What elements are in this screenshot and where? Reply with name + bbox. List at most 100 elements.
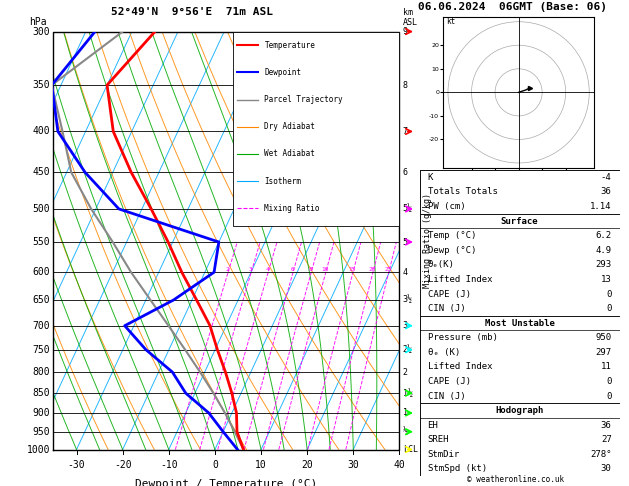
Text: 9: 9 [403,27,408,36]
Text: Parcel Trajectory: Parcel Trajectory [265,95,343,104]
Text: Lifted Index: Lifted Index [428,363,492,371]
Text: 8: 8 [309,267,313,272]
Text: 293: 293 [596,260,611,269]
Text: 950: 950 [596,333,611,342]
Text: StmSpd (kt): StmSpd (kt) [428,465,487,473]
Text: Pressure (mb): Pressure (mb) [428,333,498,342]
Text: 600: 600 [32,267,50,277]
Text: 4: 4 [266,267,270,272]
Text: Isotherm: Isotherm [265,176,301,186]
Text: -4: -4 [601,173,611,182]
Text: 10: 10 [255,460,267,470]
Text: 400: 400 [32,126,50,137]
Text: -20: -20 [114,460,131,470]
Text: Dewp (°C): Dewp (°C) [428,246,476,255]
Bar [420,403,620,476]
Text: 0: 0 [606,392,611,400]
Text: 2: 2 [226,267,230,272]
Bar [233,32,399,226]
Text: km
ASL: km ASL [403,8,418,27]
Text: 0: 0 [606,377,611,386]
Text: 8: 8 [403,81,408,89]
Text: 15: 15 [348,267,356,272]
Text: 06.06.2024  06GMT (Base: 06): 06.06.2024 06GMT (Base: 06) [418,2,607,12]
Text: 3: 3 [249,267,252,272]
Text: Hodograph: Hodograph [496,406,543,415]
Text: 700: 700 [32,321,50,331]
Text: 6: 6 [291,267,294,272]
Text: 800: 800 [32,367,50,377]
Text: Temp (°C): Temp (°C) [428,231,476,240]
Text: 750: 750 [32,345,50,355]
Text: CAPE (J): CAPE (J) [428,290,470,298]
Text: StmDir: StmDir [428,450,460,459]
Text: 0: 0 [606,304,611,313]
Text: 550: 550 [32,237,50,247]
Text: 10: 10 [321,267,329,272]
Text: 27: 27 [601,435,611,444]
Text: 6.2: 6.2 [596,231,611,240]
Text: 7: 7 [403,127,408,136]
Text: Mixing Ratio: Mixing Ratio [265,204,320,213]
Text: 25: 25 [384,267,392,272]
Text: ½: ½ [403,427,408,436]
Text: Surface: Surface [501,217,538,226]
Text: 40: 40 [394,460,405,470]
Text: Dewpoint: Dewpoint [265,68,301,77]
Text: θₑ (K): θₑ (K) [428,348,460,357]
Text: 30: 30 [601,465,611,473]
Text: -10: -10 [160,460,177,470]
Text: 3: 3 [403,321,408,330]
Text: © weatheronline.co.uk: © weatheronline.co.uk [467,474,564,484]
Text: Dewpoint / Temperature (°C): Dewpoint / Temperature (°C) [135,479,318,486]
Text: 650: 650 [32,295,50,305]
Text: 20: 20 [369,267,376,272]
Text: 52°49'N  9°56'E  71m ASL: 52°49'N 9°56'E 71m ASL [111,7,273,17]
Text: 36: 36 [601,188,611,196]
Text: 300: 300 [32,27,50,36]
Text: 0: 0 [212,460,218,470]
Text: Wet Adiabat: Wet Adiabat [265,149,315,158]
Text: Temperature: Temperature [265,41,315,50]
Text: 36: 36 [601,421,611,430]
Text: -30: -30 [68,460,86,470]
Text: 278°: 278° [590,450,611,459]
Text: 1000: 1000 [26,445,50,454]
Text: 6: 6 [403,168,408,177]
Text: 3½: 3½ [403,295,413,305]
Text: 5: 5 [403,238,408,246]
Text: 4: 4 [403,268,408,277]
Text: kt: kt [445,17,455,26]
Text: 1: 1 [403,408,408,417]
Text: Lifted Index: Lifted Index [428,275,492,284]
Text: 0: 0 [606,290,611,298]
Text: 950: 950 [32,427,50,437]
Text: CIN (J): CIN (J) [428,392,465,400]
Text: SREH: SREH [428,435,449,444]
Text: Most Unstable: Most Unstable [484,319,555,328]
Text: 20: 20 [301,460,313,470]
Text: 30: 30 [347,460,359,470]
Text: 11: 11 [601,363,611,371]
Text: hPa: hPa [29,17,47,27]
Text: 500: 500 [32,204,50,214]
Text: Mixing Ratio (g/kg): Mixing Ratio (g/kg) [423,193,432,288]
Text: 13: 13 [601,275,611,284]
Text: 450: 450 [32,167,50,177]
Text: CIN (J): CIN (J) [428,304,465,313]
Text: K: K [428,173,433,182]
Bar [420,316,620,403]
Text: 850: 850 [32,388,50,398]
Text: CAPE (J): CAPE (J) [428,377,470,386]
Text: 4.9: 4.9 [596,246,611,255]
Text: 350: 350 [32,80,50,90]
Text: 900: 900 [32,408,50,418]
Bar [420,214,620,316]
Text: Totals Totals: Totals Totals [428,188,498,196]
Text: 297: 297 [596,348,611,357]
Text: 5½: 5½ [403,205,413,213]
Text: 2½: 2½ [403,345,413,354]
Text: EH: EH [428,421,438,430]
Text: LCL: LCL [403,445,418,454]
Text: PW (cm): PW (cm) [428,202,465,211]
